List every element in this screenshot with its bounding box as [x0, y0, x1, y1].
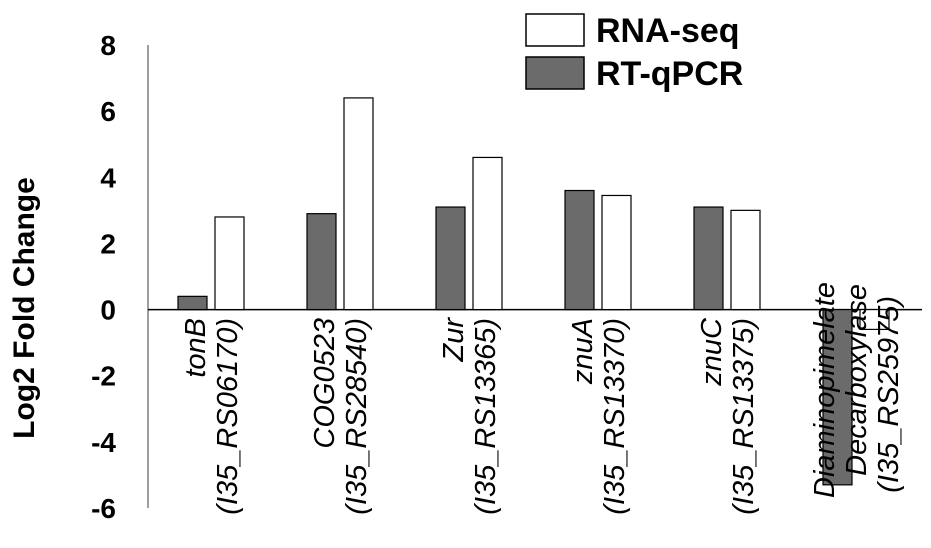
bar-rna-seq: [214, 216, 245, 311]
legend-swatch: [525, 56, 585, 90]
y-tick-label: -2: [91, 361, 116, 392]
bar-rt-qpcr: [564, 189, 595, 311]
category-label: (I35_RS25975): [873, 296, 905, 493]
bar-rt-qpcr: [693, 206, 724, 311]
y-tick-label: 6: [100, 96, 116, 127]
bars: [148, 97, 922, 486]
legend-label: RNA-seq: [596, 12, 740, 50]
category-label: (I35_RS06170): [212, 318, 244, 515]
category-label: Decarboxylase: [841, 284, 873, 476]
y-tick-label: -6: [91, 493, 116, 524]
category-label: (I35_RS13375): [728, 318, 760, 515]
category-labels: tonB (I35_RS06170) COG0523 (I35_RS28540) Zur…: [180, 282, 905, 515]
y-axis-title: Log2 Fold Change: [8, 177, 41, 439]
legend-swatch: [525, 13, 585, 47]
category-label: Diaminopimelate: [809, 282, 841, 498]
bar-rna-seq: [601, 194, 632, 311]
y-tick-label: 4: [100, 162, 116, 193]
category-label: znuC: [696, 317, 728, 387]
bar-rna-seq: [859, 308, 890, 331]
y-tick-label: 0: [100, 295, 116, 326]
y-tick-label: 2: [100, 228, 116, 259]
category-label: znuA: [567, 318, 599, 385]
bar-rt-qpcr: [306, 213, 337, 311]
y-axis: 8 6 4 2 0 -2 -4 -6: [91, 30, 149, 524]
bar-rt-qpcr: [177, 295, 208, 311]
bar-rna-seq: [730, 209, 761, 311]
legend: RNA-seq RT-qPCR: [525, 12, 743, 93]
y-tick-label: 8: [100, 30, 116, 61]
bar-rna-seq: [472, 156, 503, 311]
y-tick-label: -4: [91, 427, 116, 458]
category-label: COG0523: [309, 318, 341, 449]
category-label: (I35_RS13365): [470, 318, 502, 515]
category-label: Zur: [438, 317, 470, 363]
category-label: tonB: [180, 318, 212, 378]
bar-rt-qpcr: [435, 206, 466, 311]
legend-label: RT-qPCR: [596, 55, 743, 93]
category-label: (I35_RS13370): [599, 318, 631, 515]
bar-rna-seq: [343, 97, 374, 311]
bar-rt-qpcr: [822, 308, 853, 486]
category-label: (I35_RS28540): [341, 318, 373, 515]
